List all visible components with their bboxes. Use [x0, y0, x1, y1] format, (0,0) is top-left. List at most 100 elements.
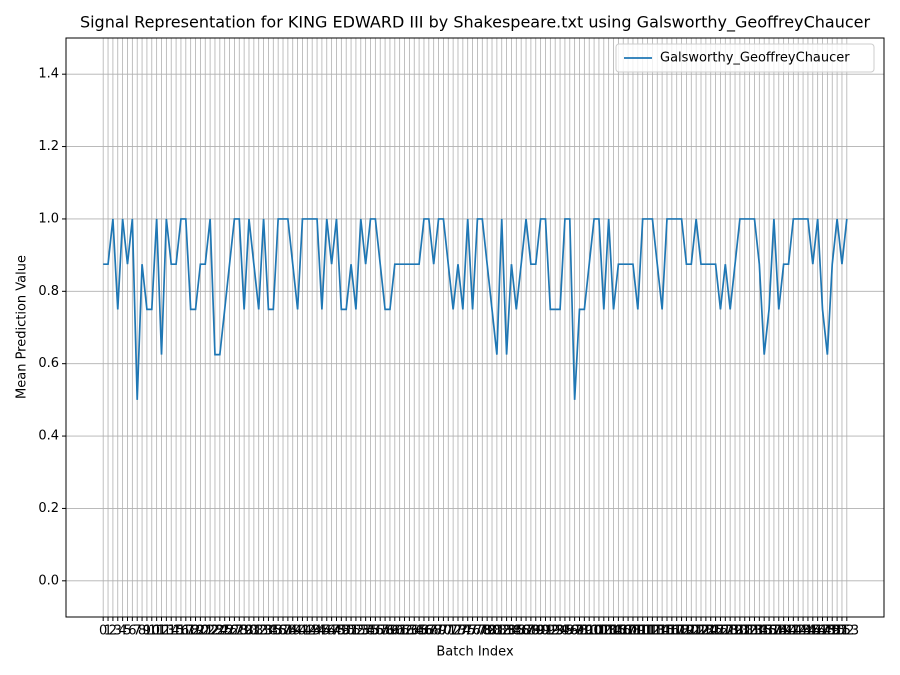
x-tick-label: 73 — [450, 624, 467, 639]
x-tick-label: 101 — [582, 624, 607, 639]
x-tick-label: 94 — [552, 624, 569, 639]
x-tick-label: 145 — [796, 624, 821, 639]
x-tick-label: 34 — [260, 624, 277, 639]
x-tick-label: 53 — [353, 624, 370, 639]
x-tick-label: 41 — [294, 624, 311, 639]
x-tick-label: 88 — [523, 624, 540, 639]
x-tick-label: 58 — [377, 624, 394, 639]
x-tick-label: 107 — [611, 624, 636, 639]
x-tick-label: 19 — [187, 624, 204, 639]
x-tick-label: 81 — [489, 624, 506, 639]
x-tick-label: 74 — [455, 624, 472, 639]
x-tick-label: 23 — [207, 624, 224, 639]
x-tick-label: 92 — [542, 624, 559, 639]
x-tick-label: 79 — [479, 624, 496, 639]
x-tick-label: 122 — [684, 624, 709, 639]
x-tick-label: 71 — [440, 624, 457, 639]
x-tick-label: 110 — [625, 624, 650, 639]
x-tick-label: 29 — [236, 624, 253, 639]
y-tick-label: 1.2 — [38, 139, 59, 154]
x-tick-label: 76 — [464, 624, 481, 639]
x-tick-label: 112 — [635, 624, 660, 639]
x-tick-label: 104 — [596, 624, 621, 639]
x-tick-label: 27 — [226, 624, 243, 639]
x-tick-label: 91 — [537, 624, 554, 639]
plot-frame — [65, 37, 885, 618]
x-tick-label: 93 — [547, 624, 564, 639]
x-tick-label: 129 — [718, 624, 743, 639]
x-tick-label: 60 — [387, 624, 404, 639]
x-tick-label: 141 — [776, 624, 801, 639]
x-tick-label: 16 — [173, 624, 190, 639]
x-tick-label: 96 — [562, 624, 579, 639]
y-tick-label: 0.4 — [38, 429, 59, 444]
x-tick-label: 20 — [192, 624, 209, 639]
x-tick-label: 52 — [348, 624, 365, 639]
y-tick-label: 0.0 — [38, 573, 59, 588]
x-tick-label: 90 — [532, 624, 549, 639]
x-tick-label: 97 — [566, 624, 583, 639]
x-tick-label: 69 — [430, 624, 447, 639]
x-tick-label: 39 — [284, 624, 301, 639]
legend-label: Galsworthy_GeoffreyChaucer — [660, 51, 850, 66]
x-tick-label: 12 — [153, 624, 170, 639]
x-tick-label: 149 — [815, 624, 840, 639]
x-tick-label: 75 — [459, 624, 476, 639]
x-tick-label: 130 — [723, 624, 748, 639]
x-tick-label: 35 — [265, 624, 282, 639]
x-tick-label: 152 — [830, 624, 855, 639]
x-tick-label: 123 — [689, 624, 714, 639]
x-tick-label: 87 — [518, 624, 535, 639]
x-tick-label: 57 — [372, 624, 389, 639]
x-tick-label: 131 — [727, 624, 752, 639]
x-tick-label: 38 — [280, 624, 297, 639]
x-tick-label: 36 — [270, 624, 287, 639]
x-tick-label: 147 — [805, 624, 830, 639]
x-tick-label: 89 — [527, 624, 544, 639]
x-tick-label: 7 — [133, 624, 141, 639]
x-tick-label: 86 — [513, 624, 530, 639]
x-tick-label: 103 — [591, 624, 616, 639]
x-tick-label: 80 — [484, 624, 501, 639]
x-tick-label: 65 — [411, 624, 428, 639]
x-tick-label: 140 — [771, 624, 796, 639]
x-tick-label: 128 — [713, 624, 738, 639]
x-tick-label: 42 — [299, 624, 316, 639]
x-tick-label: 8 — [138, 624, 146, 639]
x-tick-label: 135 — [747, 624, 772, 639]
x-tick-label: 1 — [104, 624, 112, 639]
x-tick-label: 134 — [742, 624, 767, 639]
x-tick-label: 46 — [318, 624, 335, 639]
x-tick-label: 98 — [571, 624, 588, 639]
x-tick-label: 132 — [732, 624, 757, 639]
x-tick-label: 120 — [674, 624, 699, 639]
x-tick-label: 51 — [343, 624, 360, 639]
x-tick-label: 77 — [469, 624, 486, 639]
x-tick-label: 105 — [601, 624, 626, 639]
x-tick-label: 2 — [109, 624, 117, 639]
y-tick-label: 1.0 — [38, 211, 59, 226]
x-tick-label: 22 — [202, 624, 219, 639]
x-tick-label: 28 — [231, 624, 248, 639]
x-tick-label: 102 — [587, 624, 612, 639]
x-tick-label: 55 — [362, 624, 379, 639]
x-tick-label: 124 — [693, 624, 718, 639]
chart-title: Signal Representation for KING EDWARD II… — [80, 13, 871, 33]
y-axis-label: Mean Prediction Value — [15, 255, 30, 399]
x-tick-label: 117 — [659, 624, 684, 639]
x-tick-label: 45 — [314, 624, 331, 639]
x-tick-label: 150 — [820, 624, 845, 639]
x-tick-label: 133 — [737, 624, 762, 639]
x-tick-label: 108 — [616, 624, 641, 639]
x-tick-label: 119 — [669, 624, 694, 639]
x-tick-label: 62 — [396, 624, 413, 639]
x-tick-label: 32 — [250, 624, 267, 639]
x-tick-label: 126 — [703, 624, 728, 639]
x-tick-label: 143 — [786, 624, 811, 639]
x-tick-label: 48 — [328, 624, 345, 639]
x-tick-label: 50 — [338, 624, 355, 639]
x-tick-label: 25 — [216, 624, 233, 639]
x-tick-label: 17 — [178, 624, 195, 639]
x-tick-label: 111 — [630, 624, 655, 639]
x-tick-label: 24 — [212, 624, 229, 639]
